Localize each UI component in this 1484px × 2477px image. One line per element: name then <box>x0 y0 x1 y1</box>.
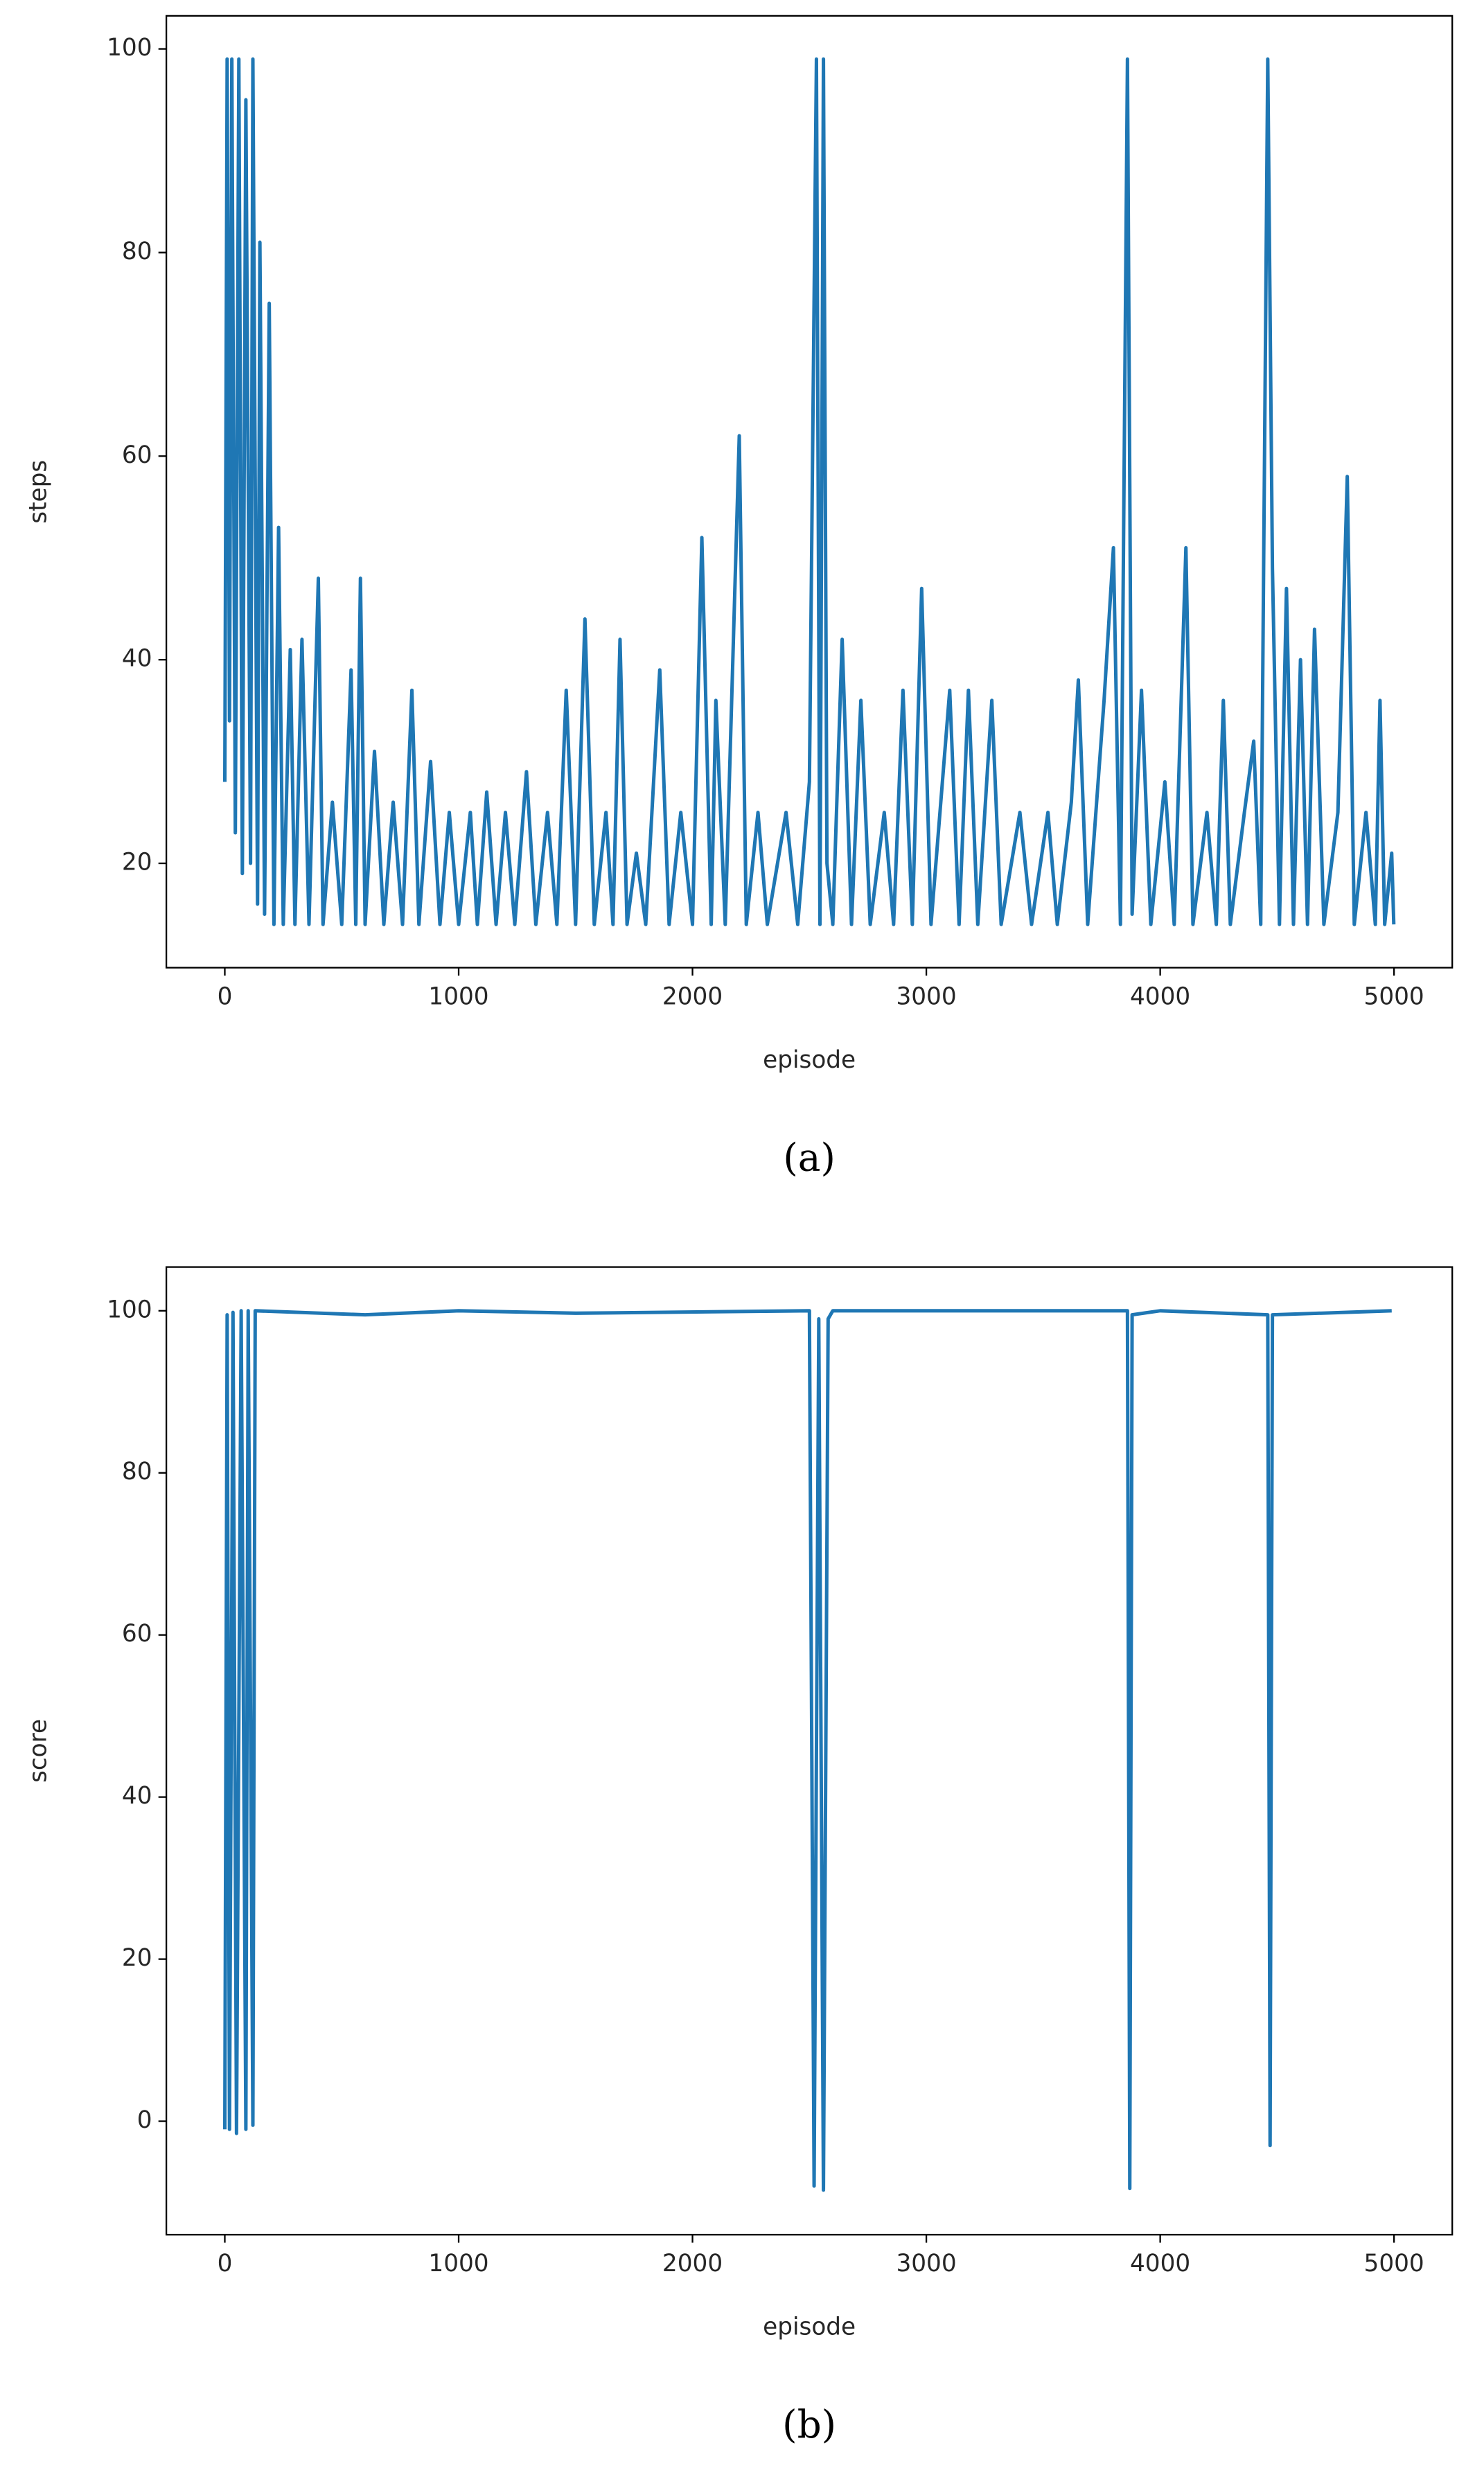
plot-frame <box>165 1266 1454 2236</box>
x-axis-label: episode <box>763 1046 856 1074</box>
x-tick-label: 1000 <box>428 2250 488 2277</box>
caption: (a) <box>783 1135 836 1179</box>
y-tick-label: 80 <box>122 1458 152 1486</box>
y-tick-label: 60 <box>122 1620 152 1648</box>
caption: (b) <box>782 2402 836 2447</box>
y-tick-label: 100 <box>107 1296 152 1323</box>
x-tick-label: 5000 <box>1364 983 1424 1011</box>
line-series <box>222 57 1396 926</box>
y-tick-label: 80 <box>122 238 152 265</box>
x-tick-label: 0 <box>218 2250 233 2277</box>
y-tick-label: 20 <box>122 849 152 876</box>
x-tick-label: 0 <box>218 983 233 1011</box>
y-axis-label: steps <box>25 460 53 524</box>
y-tick-label: 40 <box>122 645 152 673</box>
plot-frame <box>165 15 1454 969</box>
y-tick-label: 20 <box>122 1944 152 1972</box>
x-tick-label: 1000 <box>428 983 488 1011</box>
y-tick-label: 100 <box>107 34 152 62</box>
y-axis-label: score <box>25 1719 53 1783</box>
x-tick-label: 3000 <box>896 983 956 1011</box>
x-tick-label: 2000 <box>662 2250 723 2277</box>
y-tick-label: 60 <box>122 441 152 469</box>
line-series <box>222 1309 1392 2192</box>
x-axis-label: episode <box>763 2313 856 2341</box>
x-tick-label: 4000 <box>1130 983 1190 1011</box>
x-tick-label: 3000 <box>896 2250 956 2277</box>
x-tick-label: 5000 <box>1364 2250 1424 2277</box>
y-tick-label: 40 <box>122 1782 152 1810</box>
y-tick-label: 0 <box>137 2106 152 2134</box>
x-tick-label: 4000 <box>1130 2250 1190 2277</box>
x-tick-label: 2000 <box>662 983 723 1011</box>
